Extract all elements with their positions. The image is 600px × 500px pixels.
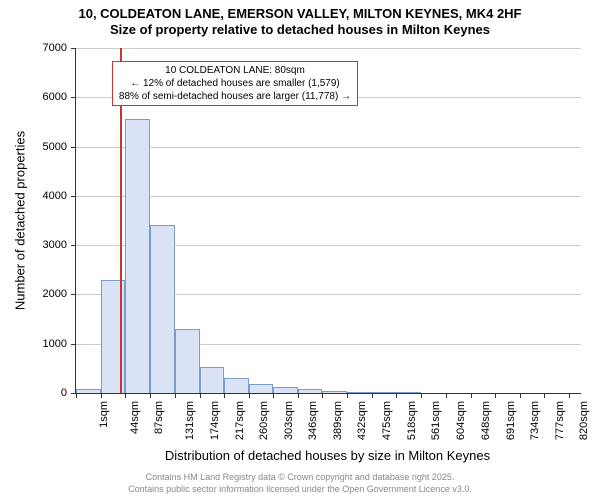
y-tick-label: 7000 <box>43 42 67 54</box>
x-tick <box>125 393 126 398</box>
x-tick <box>249 393 250 398</box>
histogram-bar <box>273 387 298 393</box>
x-tick <box>101 393 102 398</box>
x-tick <box>372 393 373 398</box>
histogram-bar <box>347 392 372 393</box>
y-tick-label: 0 <box>61 387 67 399</box>
y-tick-label: 3000 <box>43 239 67 251</box>
x-tick <box>520 393 521 398</box>
x-tick-label: 648sqm <box>480 401 492 440</box>
x-tick-label: 346sqm <box>307 401 319 440</box>
x-tick-label: 475sqm <box>381 401 393 440</box>
grid-line <box>76 196 581 197</box>
x-tick <box>175 393 176 398</box>
histogram-bar <box>396 392 421 393</box>
x-tick-label: 820sqm <box>579 401 591 440</box>
x-tick-label: 1sqm <box>98 401 110 428</box>
x-tick-label: 217sqm <box>234 401 246 440</box>
y-tick <box>71 147 76 148</box>
histogram-bar <box>322 391 347 393</box>
x-axis-label: Distribution of detached houses by size … <box>75 448 580 463</box>
histogram-bar <box>224 378 249 393</box>
x-tick <box>471 393 472 398</box>
x-tick-label: 260sqm <box>258 401 270 440</box>
annotation-line3: 88% of semi-detached houses are larger (… <box>119 90 351 103</box>
y-tick <box>71 97 76 98</box>
x-tick <box>322 393 323 398</box>
x-tick <box>347 393 348 398</box>
y-tick-label: 5000 <box>43 141 67 153</box>
x-tick <box>421 393 422 398</box>
x-tick-label: 561sqm <box>430 401 442 440</box>
x-tick-label: 174sqm <box>209 401 221 440</box>
y-tick-label: 1000 <box>43 338 67 350</box>
x-tick <box>76 393 77 398</box>
footer-line1: Contains HM Land Registry data © Crown c… <box>0 472 600 482</box>
x-tick-label: 44sqm <box>129 401 141 434</box>
plot-area: 10 COLDEATON LANE: 80sqm← 12% of detache… <box>75 48 581 394</box>
y-tick-label: 4000 <box>43 190 67 202</box>
histogram-bar <box>200 367 225 393</box>
chart-title: 10, COLDEATON LANE, EMERSON VALLEY, MILT… <box>0 0 600 37</box>
histogram-bar <box>76 389 101 393</box>
annotation-line2: ← 12% of detached houses are smaller (1,… <box>119 77 351 90</box>
grid-line <box>76 147 581 148</box>
histogram-bar <box>150 225 175 393</box>
x-tick-label: 432sqm <box>357 401 369 440</box>
histogram-bar <box>249 384 274 393</box>
histogram-bar <box>175 329 200 393</box>
x-tick <box>446 393 447 398</box>
x-tick-label: 691sqm <box>505 401 517 440</box>
annotation-box: 10 COLDEATON LANE: 80sqm← 12% of detache… <box>112 61 358 106</box>
y-tick <box>71 48 76 49</box>
x-tick <box>544 393 545 398</box>
x-tick <box>273 393 274 398</box>
x-tick-label: 734sqm <box>529 401 541 440</box>
x-tick <box>150 393 151 398</box>
x-tick-label: 777sqm <box>554 401 566 440</box>
x-tick <box>396 393 397 398</box>
title-line2: Size of property relative to detached ho… <box>0 22 600 38</box>
y-tick-label: 2000 <box>43 288 67 300</box>
y-axis-label: Number of detached properties <box>13 120 28 320</box>
y-tick <box>71 245 76 246</box>
x-tick-label: 131sqm <box>184 401 196 440</box>
x-tick <box>298 393 299 398</box>
annotation-line1: 10 COLDEATON LANE: 80sqm <box>119 64 351 77</box>
x-tick-label: 604sqm <box>455 401 467 440</box>
chart-container: 10, COLDEATON LANE, EMERSON VALLEY, MILT… <box>0 0 600 500</box>
x-tick <box>200 393 201 398</box>
x-tick-label: 389sqm <box>332 401 344 440</box>
y-tick-label: 6000 <box>43 91 67 103</box>
title-line1: 10, COLDEATON LANE, EMERSON VALLEY, MILT… <box>0 6 600 22</box>
y-tick <box>71 344 76 345</box>
x-tick-label: 87sqm <box>153 401 165 434</box>
x-tick-label: 518sqm <box>406 401 418 440</box>
x-tick-label: 303sqm <box>283 401 295 440</box>
x-tick <box>569 393 570 398</box>
y-tick <box>71 196 76 197</box>
y-tick <box>71 294 76 295</box>
histogram-bar <box>372 392 397 393</box>
histogram-bar <box>125 119 150 393</box>
footer-line2: Contains public sector information licen… <box>0 484 600 494</box>
grid-line <box>76 48 581 49</box>
x-tick <box>495 393 496 398</box>
histogram-bar <box>298 389 323 393</box>
x-tick <box>224 393 225 398</box>
